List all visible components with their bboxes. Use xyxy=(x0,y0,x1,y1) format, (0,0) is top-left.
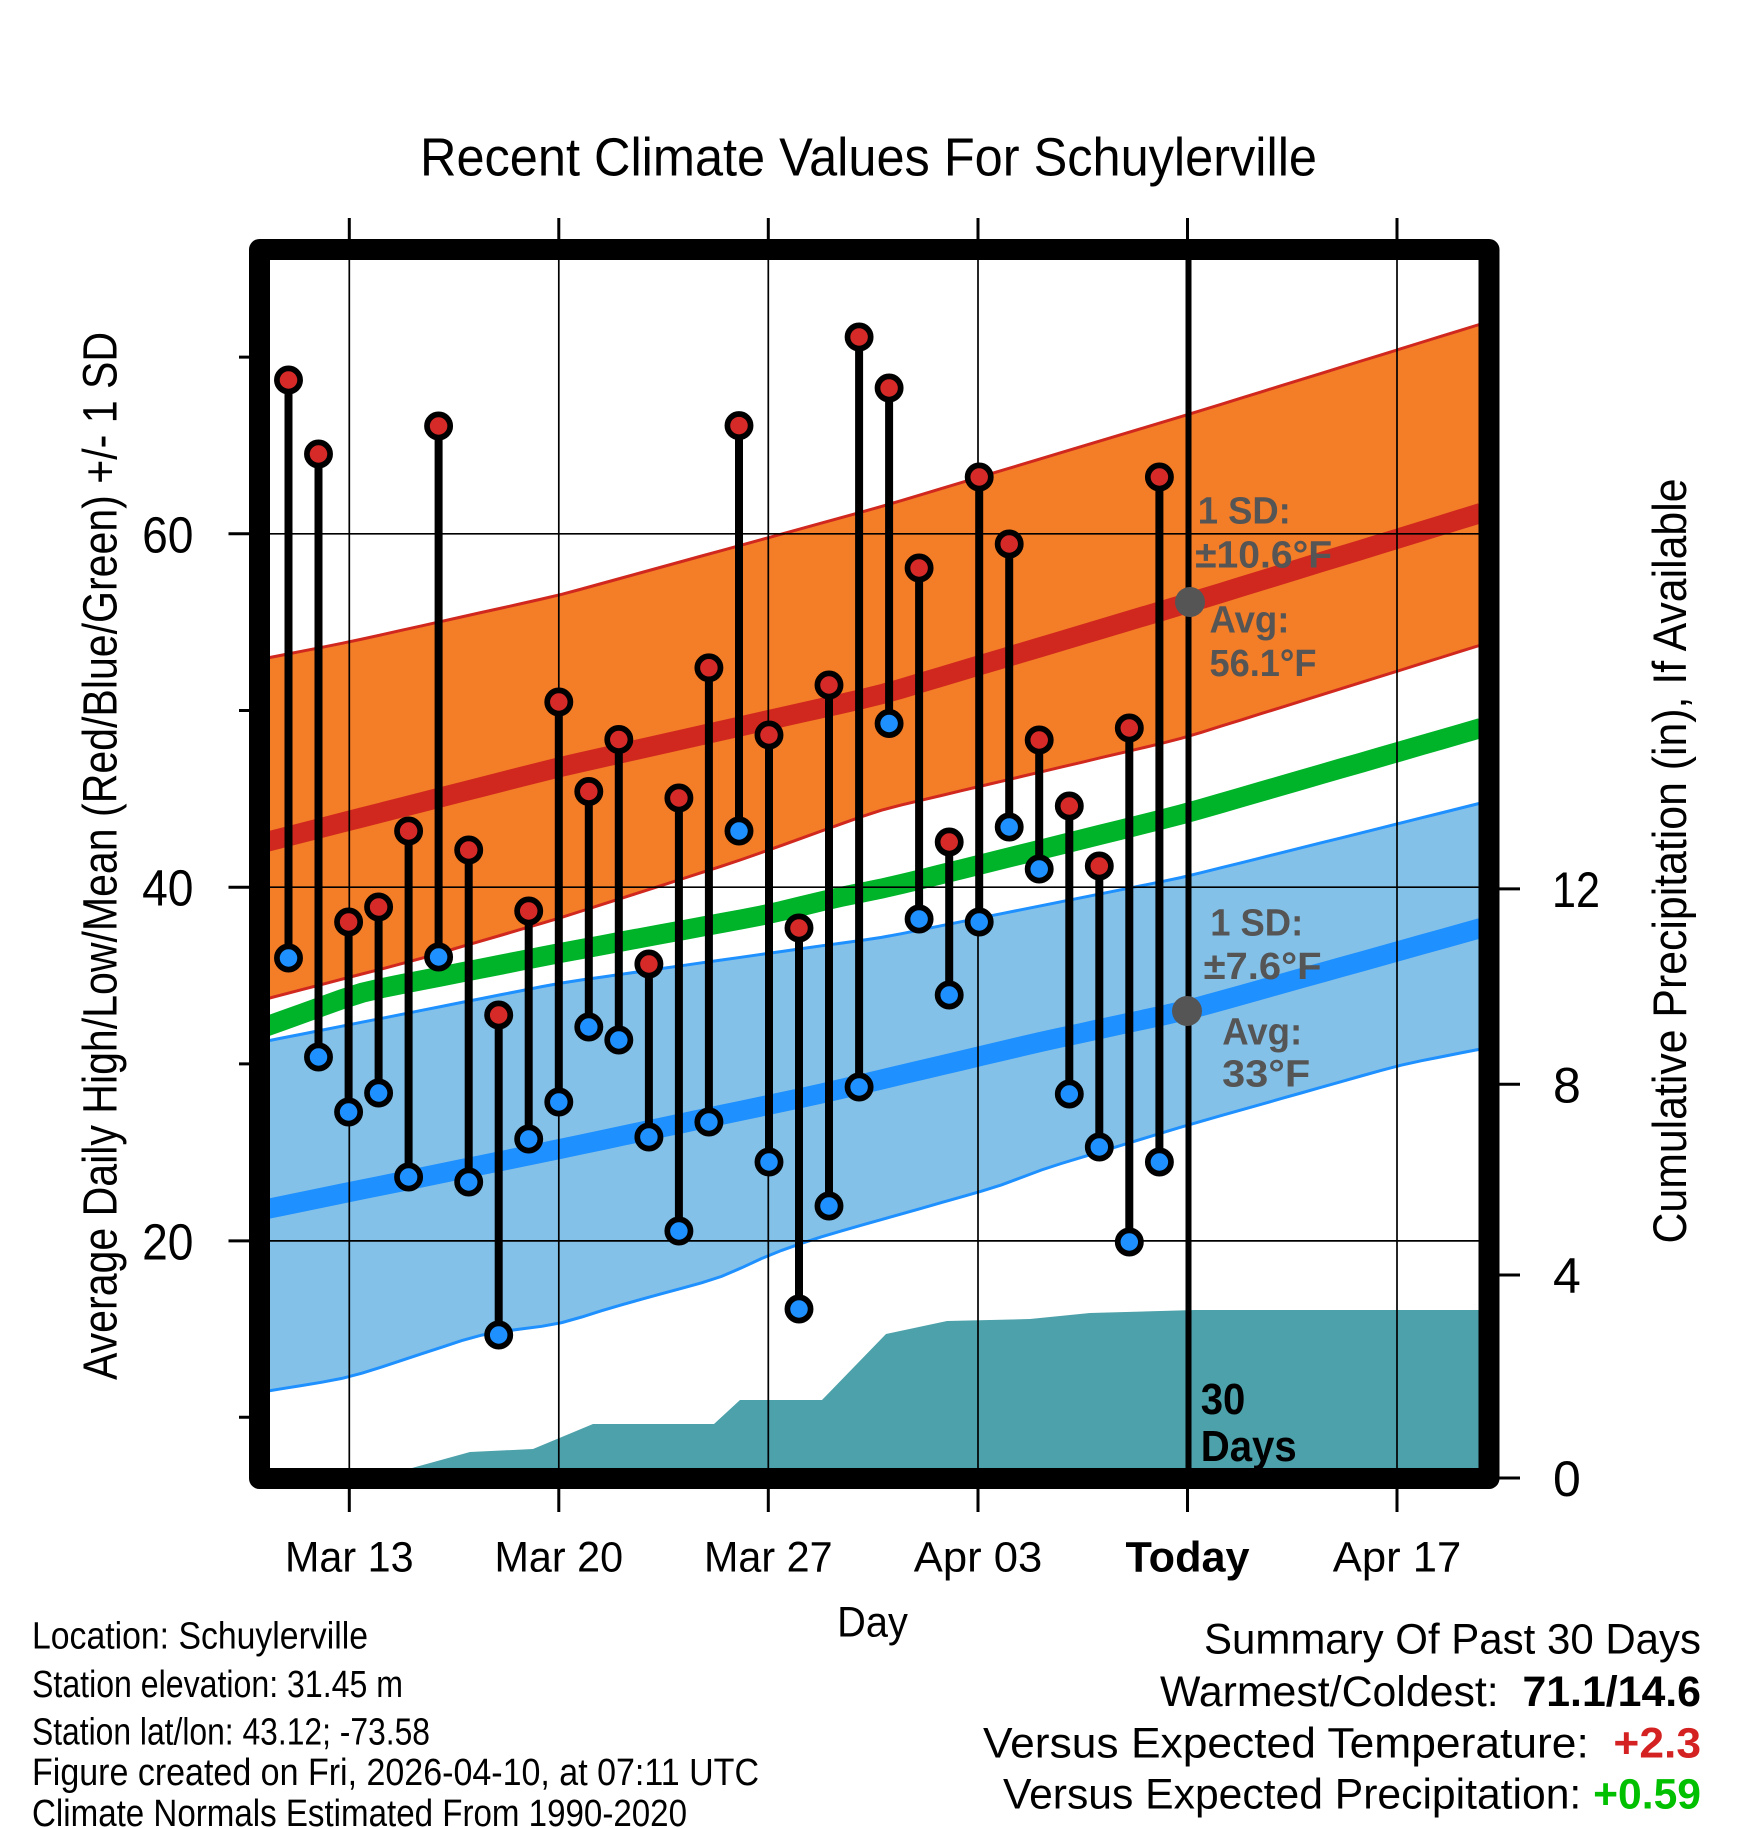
svg-text:40: 40 xyxy=(142,860,193,917)
svg-text:60: 60 xyxy=(142,506,193,563)
svg-text:8: 8 xyxy=(1553,1057,1581,1113)
svg-text:Avg:: Avg: xyxy=(1210,600,1290,642)
svg-text:4: 4 xyxy=(1553,1248,1581,1304)
svg-text:30: 30 xyxy=(1201,1375,1246,1424)
svg-text:20: 20 xyxy=(142,1213,193,1270)
svg-text:Average Daily High/Low/Mean (R: Average Daily High/Low/Mean (Red/Blue/Gr… xyxy=(75,332,128,1380)
svg-text:Today: Today xyxy=(1126,1534,1250,1582)
svg-text:Location: Schuylerville: Location: Schuylerville xyxy=(32,1615,368,1657)
svg-text:Station lat/lon: 43.12; -73.58: Station lat/lon: 43.12; -73.58 xyxy=(32,1712,430,1754)
svg-text:Warmest/Coldest: 71.1/14.6: Warmest/Coldest: 71.1/14.6 xyxy=(1160,1668,1701,1716)
svg-text:Climate Normals Estimated From: Climate Normals Estimated From 1990-2020 xyxy=(32,1793,687,1828)
svg-text:Days: Days xyxy=(1201,1422,1297,1471)
svg-text:Recent Climate Values For Schu: Recent Climate Values For Schuylerville xyxy=(420,128,1317,188)
svg-text:Mar 27: Mar 27 xyxy=(704,1534,833,1582)
svg-text:0: 0 xyxy=(1553,1451,1581,1507)
svg-text:1 SD:: 1 SD: xyxy=(1198,491,1291,533)
svg-text:56.1°F: 56.1°F xyxy=(1210,643,1317,685)
svg-text:Station elevation: 31.45 m: Station elevation: 31.45 m xyxy=(32,1664,403,1706)
svg-text:Summary Of Past 30 Days: Summary Of Past 30 Days xyxy=(1204,1615,1701,1663)
svg-text:Figure created on Fri, 2026-04: Figure created on Fri, 2026-04-10, at 07… xyxy=(32,1752,759,1794)
svg-text:Avg:: Avg: xyxy=(1222,1012,1302,1054)
svg-text:Day: Day xyxy=(837,1599,908,1647)
svg-text:33°F: 33°F xyxy=(1222,1053,1310,1095)
svg-text:Mar 20: Mar 20 xyxy=(495,1534,624,1582)
svg-text:Apr 17: Apr 17 xyxy=(1333,1534,1462,1582)
svg-text:±10.6°F: ±10.6°F xyxy=(1195,535,1332,577)
svg-text:Cumulative Precipitation (in),: Cumulative Precipitation (in), If Availa… xyxy=(1643,479,1696,1244)
svg-text:±7.6°F: ±7.6°F xyxy=(1204,946,1322,988)
svg-text:1 SD:: 1 SD: xyxy=(1210,902,1303,944)
svg-text:Versus Expected Temperature:: Versus Expected Temperature: +2.3 xyxy=(983,1720,1701,1768)
svg-text:12: 12 xyxy=(1552,862,1600,918)
svg-text:Mar 13: Mar 13 xyxy=(285,1534,414,1582)
svg-text:Versus Expected Precipitation:: Versus Expected Precipitation: +0.59 xyxy=(1003,1771,1701,1819)
svg-text:Apr 03: Apr 03 xyxy=(914,1534,1043,1582)
